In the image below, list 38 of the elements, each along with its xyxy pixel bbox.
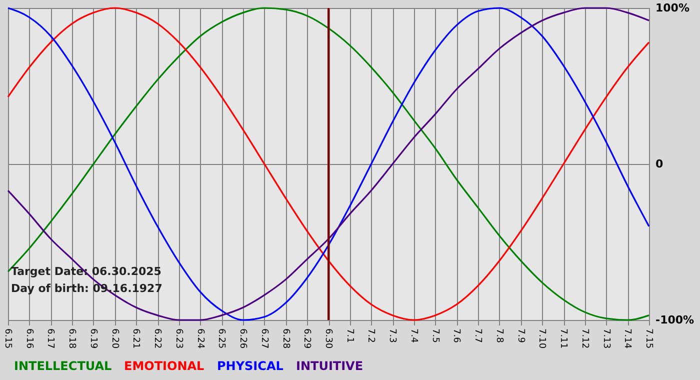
x-tick-label: 6.29 [302, 328, 312, 349]
x-tick-label: 6.19 [88, 328, 98, 349]
x-tick-label: 6.23 [173, 328, 184, 349]
x-tick-label: 7.3 [387, 328, 398, 343]
x-tick-label: 6.30 [323, 328, 333, 349]
x-tick-label: 6.18 [66, 328, 77, 349]
x-tick-label: 6.16 [24, 328, 34, 349]
text: PHYSICAL [217, 359, 284, 373]
x-tick-label: 7.15 [644, 328, 654, 349]
x-tick-label: 6.27 [258, 328, 269, 349]
x-tick-label: 7.8 [494, 328, 504, 344]
x-tick-label: 6.15 [2, 328, 12, 349]
x-tick-label: 6.26 [238, 328, 248, 349]
text: INTUITIVE [296, 359, 364, 373]
x-tick-label: 7.9 [515, 328, 526, 344]
x-tick-label: 7.14 [622, 328, 632, 349]
x-tick-label: 7.2 [366, 328, 376, 343]
x-tick-label: 6.22 [152, 328, 162, 349]
y-tick-label: 100% [656, 2, 690, 14]
x-tick-label: 7.7 [472, 328, 483, 343]
x-tick-label: 7.4 [408, 328, 418, 344]
text: INTELLECTUAL [14, 359, 112, 373]
x-tick-label: 7.1 [344, 328, 354, 343]
x-tick-label: 7.6 [451, 328, 462, 344]
x-tick-label: 6.24 [194, 328, 205, 349]
x-tick-label: 6.20 [109, 328, 120, 349]
x-tick-label: 6.28 [280, 328, 290, 349]
x-tick-label: 7.12 [579, 328, 590, 349]
text: EMOTIONAL [124, 359, 205, 373]
y-tick-label: -100% [656, 314, 694, 326]
y-tick-label: 0 [656, 158, 664, 170]
x-tick-label: 7.5 [430, 328, 440, 343]
x-tick-label: 6.21 [130, 328, 141, 349]
x-tick-label: 7.11 [558, 328, 568, 349]
x-tick-label: 6.25 [216, 328, 226, 349]
x-tick-label: 6.17 [45, 328, 56, 349]
x-tick-label: 7.10 [536, 328, 547, 349]
x-tick-label: 7.13 [600, 328, 611, 349]
